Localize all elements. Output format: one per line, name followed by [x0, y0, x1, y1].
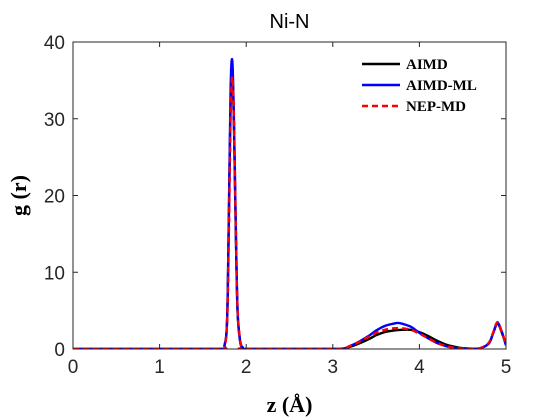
- x-tick-label: 4: [414, 357, 425, 378]
- legend-label: NEP-MD: [406, 99, 466, 115]
- x-tick-label: 5: [501, 357, 512, 378]
- legend: AIMD AIMD-ML NEP-MD: [362, 57, 477, 115]
- legend-label: AIMD: [406, 57, 448, 73]
- x-tick-label: 2: [241, 357, 252, 378]
- y-tick-label: 40: [44, 33, 65, 54]
- y-tick-label: 0: [54, 340, 65, 361]
- x-axis-label: z (Å): [267, 392, 313, 417]
- y-axis-label: g (r): [6, 175, 31, 216]
- x-tick-label: 3: [328, 357, 339, 378]
- x-tick-label: 1: [154, 357, 165, 378]
- y-tick-label: 10: [44, 263, 65, 284]
- chart-title: Ni-N: [270, 11, 310, 33]
- legend-label: AIMD-ML: [406, 78, 477, 94]
- ticks-layer: 0 1 2 3 4 5 0 10 20 30 40: [44, 33, 511, 378]
- x-tick-label: 0: [68, 357, 79, 378]
- y-tick-label: 20: [44, 187, 65, 208]
- y-tick-label: 30: [44, 110, 65, 131]
